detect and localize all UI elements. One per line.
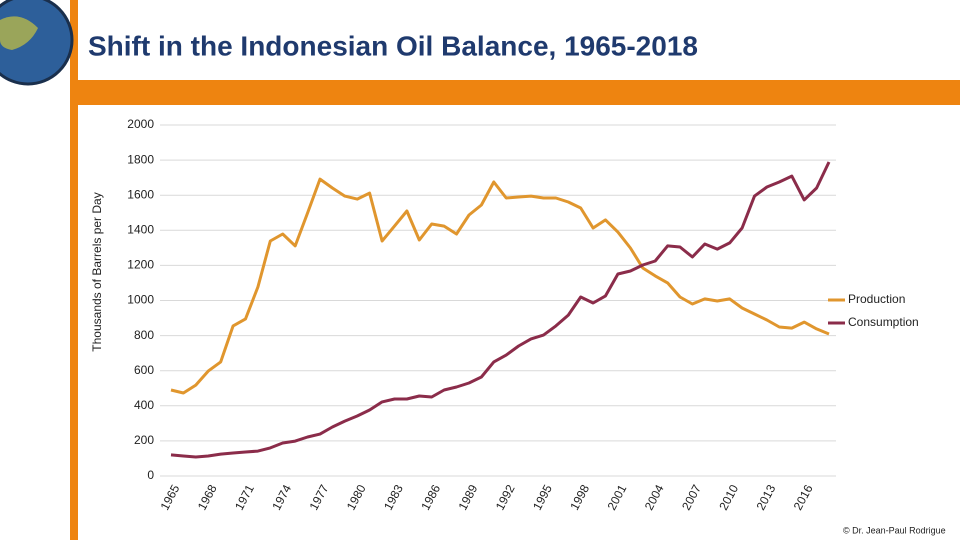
y-tick-label: 0 (147, 468, 154, 482)
chart-title: Shift in the Indonesian Oil Balance, 196… (88, 30, 698, 61)
series-line (170, 177, 830, 395)
y-tick-label: 400 (134, 398, 154, 412)
y-tick-label: 1800 (127, 152, 154, 166)
legend-label: Production (848, 292, 905, 306)
y-axis-label: Thousands of Barrels per Day (90, 192, 104, 351)
legend-label: Consumption (848, 315, 919, 329)
y-tick-label: 1000 (127, 293, 154, 307)
series-line (170, 161, 831, 459)
y-tick-label: 600 (134, 363, 154, 377)
top-band (78, 80, 960, 105)
y-tick-label: 200 (134, 433, 154, 447)
y-tick-label: 1400 (127, 222, 154, 236)
y-tick-label: 2000 (127, 117, 154, 131)
credit: © Dr. Jean-Paul Rodrigue (843, 525, 946, 535)
left-bar (70, 0, 78, 540)
y-tick-label: 1600 (127, 187, 154, 201)
y-tick-label: 800 (134, 328, 154, 342)
y-tick-label: 1200 (127, 258, 154, 272)
globe-land (0, 16, 38, 50)
